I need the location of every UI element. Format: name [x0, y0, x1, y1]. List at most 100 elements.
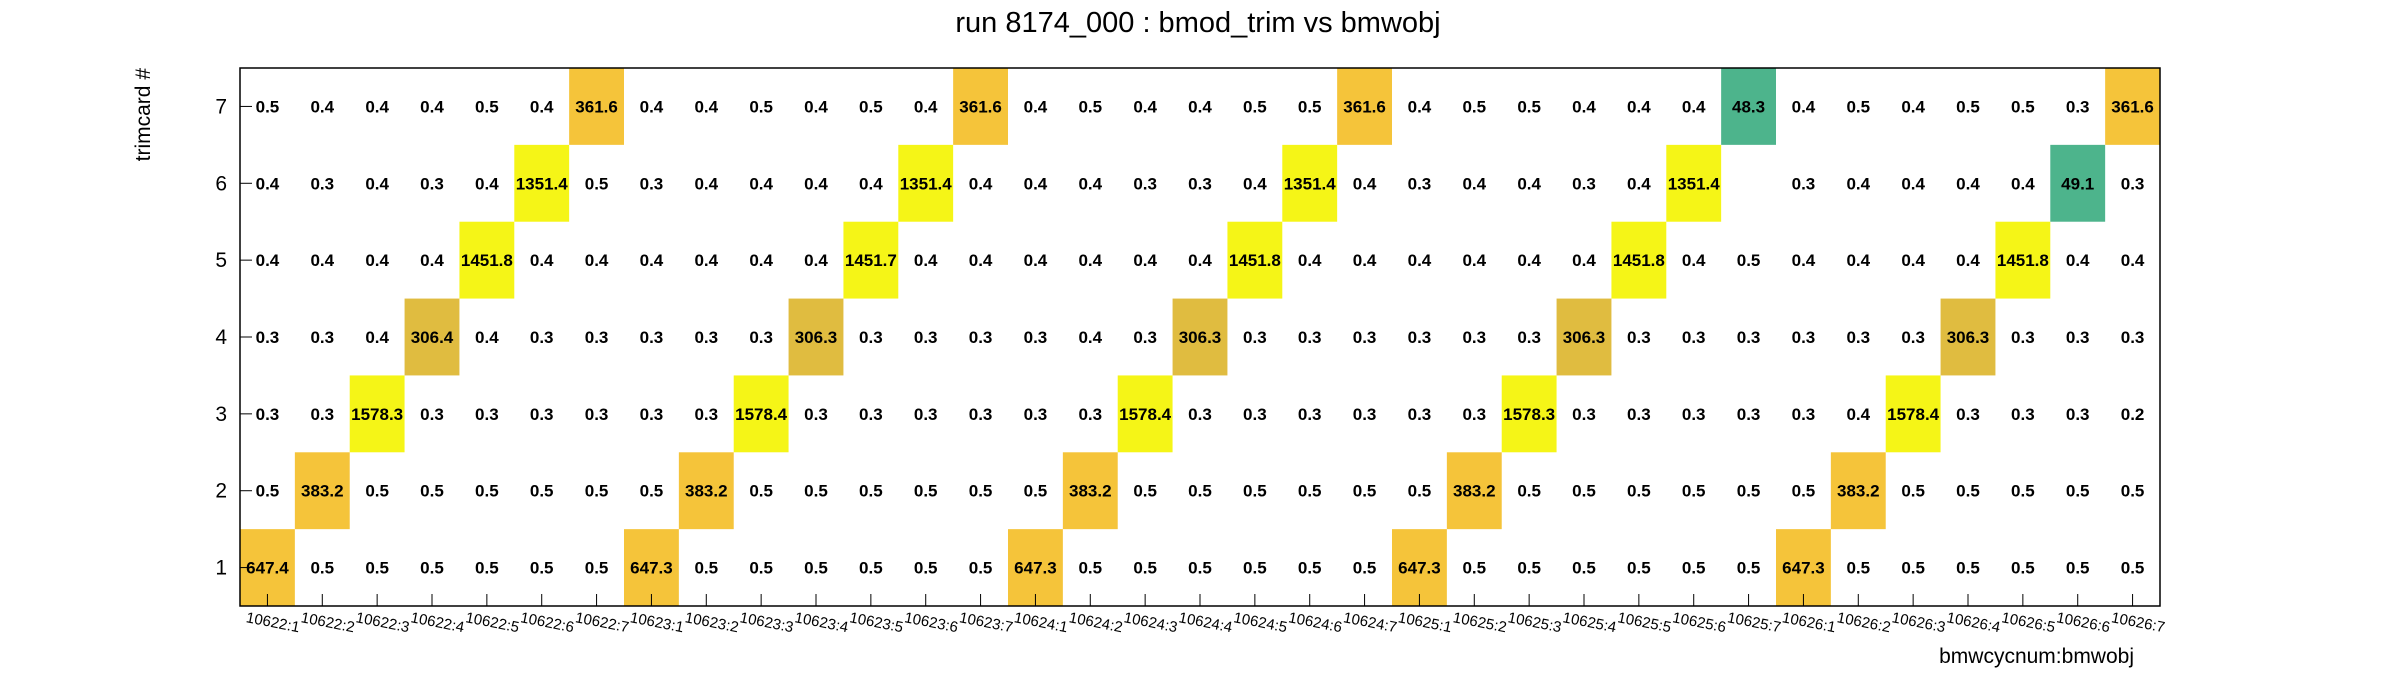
- cell-value-label: 0.4: [1901, 97, 1925, 116]
- cell-value-label: 0.5: [256, 97, 280, 116]
- cell-value-label: 0.4: [475, 328, 499, 347]
- x-tick-label: 10625:3: [1506, 609, 1562, 636]
- cell-value-label: 0.4: [365, 97, 389, 116]
- cell-value-label: 0.5: [256, 482, 280, 501]
- cell-value-label: 0.3: [1298, 328, 1322, 347]
- y-tick-label: 4: [215, 326, 227, 349]
- x-tick-label: 10623:1: [629, 609, 685, 636]
- x-tick-label: 10622:1: [245, 609, 301, 636]
- cell-value-label: 0.5: [2011, 482, 2035, 501]
- cell-value-label: 0.3: [969, 405, 993, 424]
- cell-value-label: 1451.8: [1613, 251, 1665, 270]
- cell-value-label: 0.5: [1462, 97, 1486, 116]
- cell-value-label: 0.4: [530, 251, 554, 270]
- cell-value-label: 0.3: [640, 174, 664, 193]
- cell-value-label: 0.4: [475, 174, 499, 193]
- cell-value-label: 0.3: [640, 405, 664, 424]
- y-tick-label: 6: [215, 172, 227, 195]
- cell-value-label: 0.3: [2121, 174, 2145, 193]
- x-tick-label: 10623:6: [903, 609, 959, 636]
- cell-value-label: 0.5: [1353, 482, 1377, 501]
- cell-value-label: 0.3: [859, 405, 883, 424]
- cell-value-label: 0.5: [2011, 559, 2035, 578]
- cell-value-label: 0.4: [804, 174, 828, 193]
- cell-value-label: 0.4: [749, 251, 773, 270]
- cell-value-label: 1578.4: [735, 405, 788, 424]
- cell-value-label: 0.3: [420, 405, 444, 424]
- cell-value-label: 0.4: [1846, 174, 1870, 193]
- heatmap-cell: [1282, 144, 1338, 222]
- cell-value-label: 0.3: [1682, 405, 1706, 424]
- cell-value-label: 0.4: [1298, 251, 1322, 270]
- cell-value-label: 0.3: [1682, 328, 1706, 347]
- cell-value-label: 0.5: [530, 559, 554, 578]
- x-tick-label: 10623:2: [684, 609, 740, 636]
- cell-value-label: 1578.4: [1887, 405, 1940, 424]
- cell-value-label: 1451.7: [845, 251, 897, 270]
- cell-value-label: 0.5: [420, 559, 444, 578]
- cell-value-label: 0.3: [2121, 328, 2145, 347]
- heatmap-cell: [1501, 375, 1557, 453]
- cell-value-label: 0.5: [1627, 559, 1651, 578]
- y-tick-label: 5: [215, 249, 227, 272]
- x-tick-label: 10622:3: [354, 609, 410, 636]
- cell-value-label: 0.5: [530, 482, 554, 501]
- chart-title: run 8174_000 : bmod_trim vs bmwobj: [955, 7, 1440, 39]
- x-tick-label: 10625:1: [1397, 609, 1453, 636]
- x-tick-label: 10624:7: [1342, 609, 1398, 636]
- cell-value-label: 0.4: [1682, 97, 1706, 116]
- cell-value-label: 0.5: [1682, 559, 1706, 578]
- cell-value-label: 0.5: [694, 559, 718, 578]
- cell-value-label: 0.3: [585, 405, 609, 424]
- cell-value-label: 0.5: [914, 559, 938, 578]
- cell-value-label: 0.4: [310, 251, 334, 270]
- cell-value-label: 0.5: [1188, 482, 1212, 501]
- heatmap-cell: [843, 221, 899, 299]
- cell-value-label: 0.4: [2011, 174, 2035, 193]
- cell-value-label: 0.4: [1408, 97, 1432, 116]
- cell-value-label: 0.4: [1188, 97, 1212, 116]
- cell-value-label: 0.5: [749, 482, 773, 501]
- cell-value-label: 0.3: [1737, 328, 1761, 347]
- cell-value-label: 0.4: [365, 174, 389, 193]
- heatmap-cell: [1721, 68, 1776, 145]
- x-tick-label: 10625:6: [1671, 609, 1727, 636]
- cell-value-label: 0.4: [1078, 328, 1102, 347]
- cell-value-label: 0.4: [2121, 251, 2145, 270]
- cell-value-label: 0.3: [1188, 405, 1212, 424]
- cell-value-label: 306.3: [795, 328, 838, 347]
- cell-value-label: 0.4: [310, 97, 334, 116]
- cell-value-label: 0.4: [1956, 251, 1980, 270]
- heatmap-cell: [898, 144, 954, 222]
- heatmap-cell: [1446, 452, 1502, 530]
- cell-value-label: 0.4: [640, 251, 664, 270]
- cell-value-label: 0.3: [310, 174, 334, 193]
- y-tick-label: 3: [215, 403, 227, 426]
- cell-value-label: 0.4: [1462, 251, 1486, 270]
- cell-value-label: 0.4: [1956, 174, 1980, 193]
- cell-value-label: 0.2: [2121, 405, 2145, 424]
- heatmap-cell: [1885, 375, 1941, 453]
- x-tick-label: 10622:4: [409, 609, 465, 636]
- cell-value-label: 0.5: [1078, 559, 1102, 578]
- heatmap-cell: [1392, 529, 1447, 606]
- x-tick-label: 10625:5: [1616, 609, 1672, 636]
- cell-value-label: 0.4: [1462, 174, 1486, 193]
- y-tick-label: 2: [215, 480, 227, 503]
- x-tick-label: 10623:5: [848, 609, 904, 636]
- heatmap-cell: [788, 298, 844, 376]
- cell-value-label: 361.6: [959, 97, 1002, 116]
- cell-value-label: 0.5: [2066, 559, 2090, 578]
- cell-value-label: 0.5: [1024, 482, 1048, 501]
- cell-value-label: 0.4: [1078, 251, 1102, 270]
- heatmap-cell: [1172, 298, 1228, 376]
- cell-value-label: 0.4: [420, 251, 444, 270]
- cell-value-label: 0.5: [1682, 482, 1706, 501]
- cell-value-label: 1351.4: [1284, 174, 1337, 193]
- cell-value-label: 0.3: [1572, 174, 1596, 193]
- cell-value-label: 306.3: [1947, 328, 1990, 347]
- cell-value-label: 0.3: [1188, 174, 1212, 193]
- cell-value-label: 0.3: [530, 405, 554, 424]
- cell-value-label: 0.4: [914, 97, 938, 116]
